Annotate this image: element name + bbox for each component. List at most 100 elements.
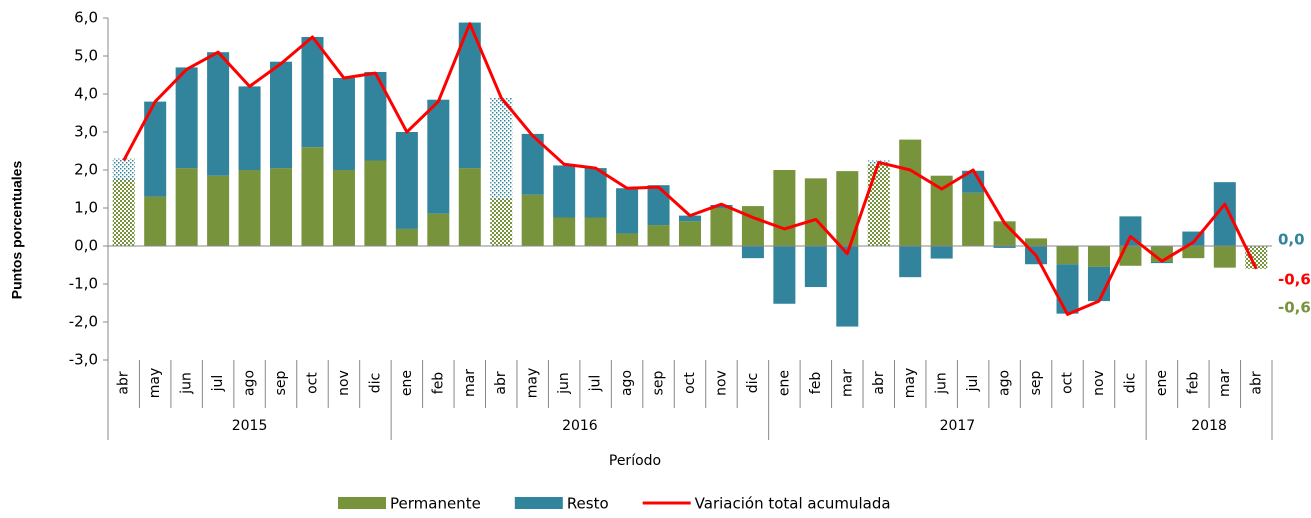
x-tick-label: abr	[1248, 371, 1264, 394]
bar	[930, 246, 953, 259]
bar	[270, 61, 293, 169]
bar	[144, 196, 167, 246]
bar	[867, 164, 890, 246]
end-label: 0,0	[1278, 231, 1305, 249]
y-tick-label: 0,0	[74, 237, 98, 255]
bar	[427, 213, 450, 246]
bar	[741, 206, 764, 246]
x-tick-label: ene	[776, 370, 792, 396]
bar	[899, 246, 922, 278]
bar	[553, 165, 576, 218]
bar	[930, 175, 953, 246]
x-tick-label: abr	[493, 371, 509, 394]
x-tick-label: abr	[116, 371, 132, 394]
y-tick-label: 3,0	[74, 123, 98, 141]
x-tick-label: jun	[179, 372, 195, 395]
legend-swatch	[338, 497, 386, 509]
x-tick-label: ene	[399, 370, 415, 396]
legend-label: Variación total acumulada	[695, 495, 891, 513]
bar	[490, 97, 513, 199]
bar	[1119, 216, 1142, 246]
x-tick-label: nov	[1091, 370, 1107, 396]
bar	[1213, 182, 1236, 246]
bar	[270, 168, 293, 246]
x-tick-label: may	[525, 368, 541, 399]
x-tick-label: ago	[242, 370, 258, 396]
x-tick-label: may	[147, 368, 163, 399]
bar	[1182, 246, 1205, 259]
bar	[332, 78, 355, 170]
y-tick-label: 1,0	[74, 199, 98, 217]
bar	[458, 22, 481, 169]
bar	[301, 37, 324, 148]
x-tick-label: oct	[682, 372, 698, 394]
bar	[1245, 246, 1268, 269]
bar	[899, 139, 922, 246]
y-tick-label: -3,0	[69, 351, 98, 369]
x-tick-label: dic	[745, 373, 761, 393]
bar	[710, 208, 733, 246]
end-label: -0,6	[1278, 271, 1311, 289]
bar	[710, 204, 733, 208]
bar	[836, 171, 859, 246]
x-axis-title: Período	[609, 453, 661, 469]
x-tick-label: sep	[651, 370, 667, 395]
bar	[773, 170, 796, 246]
x-tick-label: jul	[210, 375, 226, 393]
bar	[112, 158, 135, 180]
y-tick-label: -2,0	[69, 313, 98, 331]
legend-label: Resto	[567, 495, 609, 513]
x-tick-label: dic	[367, 373, 383, 393]
bar	[616, 188, 639, 234]
x-tick-label: feb	[1185, 372, 1201, 395]
bar	[804, 246, 827, 288]
bar	[175, 168, 198, 246]
bar	[395, 228, 418, 246]
x-tick-label: oct	[304, 372, 320, 394]
group-label: 2017	[940, 418, 976, 434]
x-tick-label: ago	[997, 370, 1013, 396]
bar	[678, 215, 702, 222]
x-tick-label: jun	[556, 372, 572, 395]
bar	[207, 175, 230, 246]
x-tick-label: mar	[462, 369, 478, 397]
bar	[490, 198, 513, 246]
bar	[207, 52, 230, 176]
y-tick-label: 6,0	[74, 9, 98, 27]
group-label: 2016	[562, 418, 598, 434]
bar	[1056, 246, 1079, 265]
x-tick-label: jun	[934, 372, 950, 395]
x-tick-label: ene	[1154, 370, 1170, 396]
x-tick-label: dic	[1122, 373, 1138, 393]
bar	[836, 246, 859, 327]
x-tick-label: sep	[273, 370, 289, 395]
x-tick-label: nov	[336, 370, 352, 396]
bar	[804, 178, 827, 246]
x-tick-label: may	[902, 368, 918, 399]
group-label: 2018	[1191, 418, 1227, 434]
bar	[364, 160, 387, 246]
bar	[238, 170, 261, 246]
bar	[741, 246, 764, 259]
x-tick-label: jul	[965, 375, 981, 393]
bar	[584, 217, 607, 246]
bar	[962, 192, 985, 246]
end-label: -0,6	[1278, 299, 1311, 317]
group-label: 2015	[232, 418, 268, 434]
legend-label: Permanente	[390, 495, 481, 513]
bar	[1087, 246, 1110, 267]
bar	[521, 194, 544, 246]
bar	[678, 221, 702, 246]
x-tick-label: abr	[871, 371, 887, 394]
y-tick-label: -1,0	[69, 275, 98, 293]
line	[122, 22, 1258, 316]
y-tick-label: 2,0	[74, 161, 98, 179]
bar	[1025, 238, 1048, 246]
bar	[301, 147, 324, 246]
bar	[521, 133, 544, 195]
y-tick-label: 5,0	[74, 47, 98, 65]
x-tick-label: ago	[619, 370, 635, 396]
bar	[773, 246, 796, 304]
bar	[962, 170, 985, 193]
